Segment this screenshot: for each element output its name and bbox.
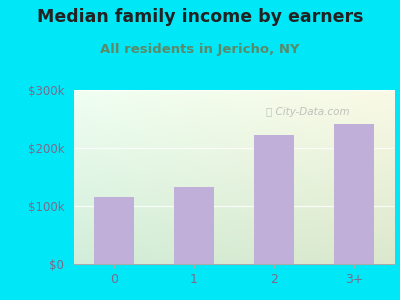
Bar [254,135,294,264]
Text: All residents in Jericho, NY: All residents in Jericho, NY [100,44,300,56]
Text: Median family income by earners: Median family income by earners [37,8,363,26]
Bar [174,188,214,264]
Bar [334,124,374,264]
Bar [94,197,134,264]
Text: ⓘ City-Data.com: ⓘ City-Data.com [266,107,350,117]
